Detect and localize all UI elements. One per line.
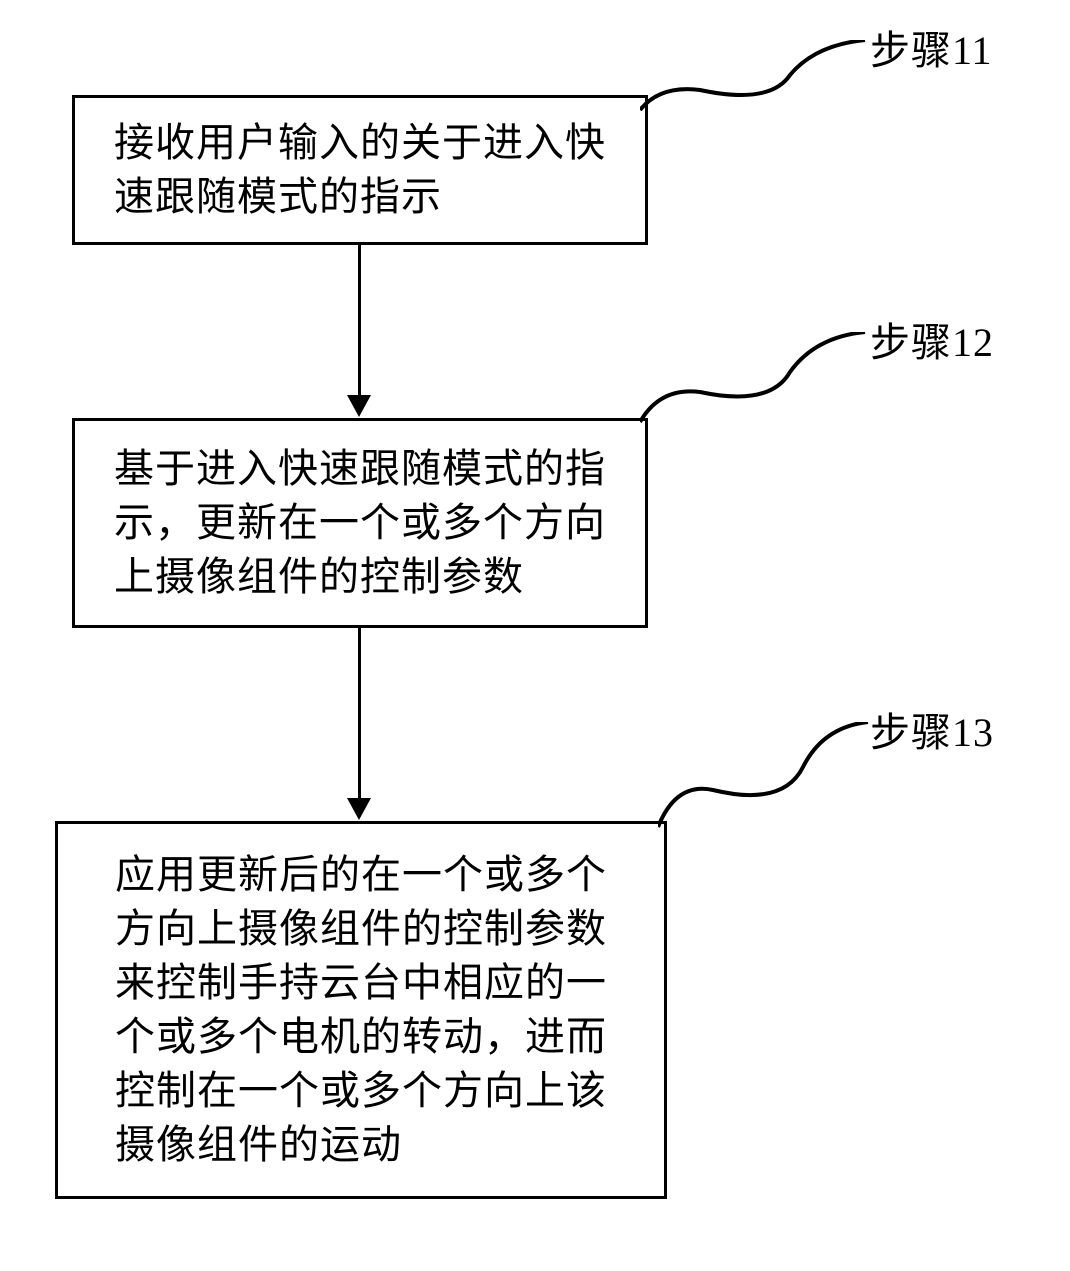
step-label-11: 步骤11 — [870, 18, 993, 76]
arrow-2-3-line — [358, 628, 361, 798]
connector-11 — [640, 40, 880, 120]
flow-step-12-text: 基于进入快速跟随模式的指示，更新在一个或多个方向上摄像组件的控制参数 — [114, 442, 606, 604]
flow-step-13: 应用更新后的在一个或多个方向上摄像组件的控制参数来控制手持云台中相应的一个或多个… — [55, 821, 667, 1199]
step-label-12: 步骤12 — [870, 310, 994, 368]
flow-step-12: 基于进入快速跟随模式的指示，更新在一个或多个方向上摄像组件的控制参数 — [72, 418, 648, 628]
arrow-1-2-line — [358, 245, 361, 395]
connector-13 — [658, 722, 883, 837]
connector-12 — [640, 332, 880, 432]
flow-step-13-text: 应用更新后的在一个或多个方向上摄像组件的控制参数来控制手持云台中相应的一个或多个… — [115, 848, 607, 1172]
arrow-1-2-head — [347, 395, 371, 417]
flow-step-11-text: 接收用户输入的关于进入快速跟随模式的指示 — [114, 116, 606, 224]
arrow-2-3-head — [347, 798, 371, 820]
flow-step-11: 接收用户输入的关于进入快速跟随模式的指示 — [72, 95, 648, 245]
step-label-13: 步骤13 — [870, 700, 994, 758]
